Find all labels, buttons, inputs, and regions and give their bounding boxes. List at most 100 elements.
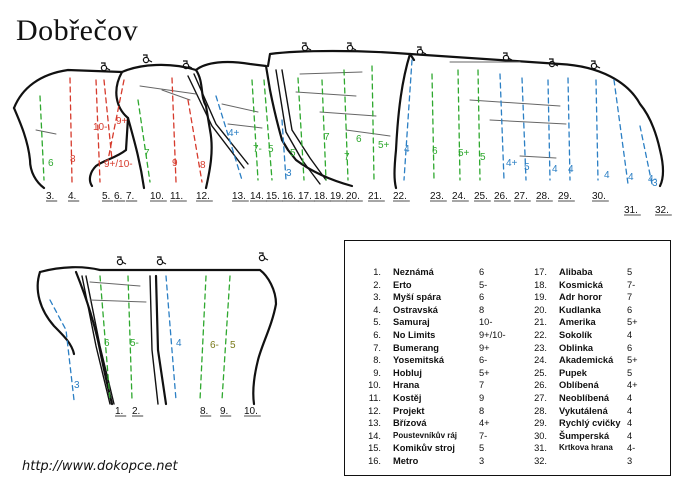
legend-row: 28. Vykutálená 4 — [515, 405, 665, 417]
legend-route-name: Břízová — [393, 418, 427, 429]
grade-label: 4 — [404, 144, 410, 155]
legend-route-name: Metro — [393, 456, 419, 466]
ledge-line — [227, 123, 263, 129]
legend-route-name: Samuraj — [393, 317, 430, 328]
legend-route-grade: 4+ — [479, 418, 490, 429]
grade-label: 6 — [48, 158, 54, 169]
legend-row: 23. Oblinka 6 — [515, 342, 665, 354]
route-line — [431, 73, 435, 181]
anchor-icon — [502, 52, 513, 62]
legend-row: 15. Komikův stroj 5 — [355, 442, 505, 454]
legend-route-grade: 6 — [627, 304, 633, 315]
legend-route-number: 2. — [373, 279, 381, 290]
legend-row: 20. Kudlanka 6 — [515, 304, 665, 316]
legend-route-name: Rychlý cvičky — [559, 418, 621, 429]
grade-label: 6- — [210, 340, 219, 351]
legend-row: 17. Alibaba 5 — [515, 266, 665, 278]
legend-route-grade: 6 — [479, 292, 485, 303]
grade-label: 6 — [432, 146, 438, 157]
anchor-icon — [346, 42, 357, 52]
anchor-icon — [590, 60, 601, 70]
legend-route-number: 29. — [534, 418, 547, 429]
legend-route-name: Oblíbená — [559, 380, 599, 391]
route-number: 14. — [250, 191, 264, 202]
legend-route-grade: 5+ — [627, 317, 638, 328]
legend-row: 5. Samuraj 10- — [355, 316, 505, 328]
rock-outline — [281, 69, 327, 181]
legend-route-grade: 7 — [627, 292, 633, 303]
grade-label: 9+ — [116, 116, 128, 127]
website-url[interactable]: http://www.dokopce.net — [22, 459, 178, 474]
legend-row: 32. 3 — [515, 455, 665, 467]
route-number: 11. — [170, 191, 183, 202]
legend-route-number: 11. — [368, 393, 381, 403]
legend-row: 4. Ostravská 8 — [355, 304, 505, 316]
route-number: 30. — [592, 191, 606, 202]
route-line — [547, 79, 551, 181]
route-number: 24. — [452, 191, 466, 202]
rock-outline — [393, 52, 412, 190]
legend-route-number: 13. — [368, 418, 381, 429]
route-number: 18. — [314, 191, 328, 202]
rock-outline — [12, 106, 46, 190]
legend-route-number: 28. — [534, 405, 547, 416]
ledge-line — [319, 111, 377, 117]
route-number: 21. — [368, 191, 382, 202]
legend-row: 10. Hrana 7 — [355, 379, 505, 391]
legend-route-name: Hrana — [393, 380, 420, 391]
ledge-line — [139, 85, 197, 95]
route-line — [457, 69, 461, 181]
legend-route-number: 3. — [373, 292, 381, 303]
rock-outline — [120, 63, 213, 190]
route-line — [99, 275, 111, 401]
route-line — [595, 79, 599, 181]
rock-outline — [275, 69, 321, 185]
ledge-line — [469, 99, 561, 107]
grade-label: 5 — [268, 144, 274, 155]
legend-row: 6. No Limits 9+/10- — [355, 329, 505, 341]
route-number: 9. — [220, 406, 228, 417]
route-line — [499, 73, 505, 181]
grade-label: 7- — [253, 144, 262, 155]
route-line — [403, 59, 413, 181]
ledge-line — [489, 119, 567, 125]
route-line — [343, 69, 349, 181]
legend-row: 27. Neoblíbená 4 — [515, 392, 665, 404]
grade-label: 4 — [568, 164, 574, 175]
rock-outline — [36, 270, 76, 356]
anchor-icon — [156, 256, 167, 266]
route-number: 15. — [266, 191, 280, 202]
legend-route-grade: 7- — [479, 430, 488, 441]
grade-label: 3 — [652, 178, 658, 189]
legend-route-name: Ostravská — [393, 304, 438, 315]
legend-route-name: Adr horor — [559, 292, 602, 303]
route-number: 12. — [196, 191, 210, 202]
legend-row: 3. Myší spára 6 — [355, 291, 505, 303]
grade-label: 3 — [286, 168, 292, 179]
grade-label: 4 — [604, 170, 610, 181]
legend-route-number: 14. — [368, 430, 381, 441]
legend-route-name: Oblinka — [559, 342, 594, 353]
legend-route-name: Myší spára — [393, 292, 442, 303]
legend-route-number: 1. — [373, 267, 381, 277]
legend-route-number: 9. — [373, 367, 381, 378]
ledge-line — [221, 103, 259, 113]
grade-label: 5+ — [378, 140, 390, 151]
legend-route-number: 19. — [534, 292, 547, 303]
legend-route-number: 22. — [534, 330, 547, 340]
route-number: 3. — [46, 191, 54, 202]
ledge-line — [35, 129, 57, 135]
ledge-line — [89, 281, 141, 287]
legend-route-name: Yosemitská — [393, 355, 444, 366]
route-number: 25. — [474, 191, 488, 202]
route-line — [251, 79, 259, 181]
grade-label: 7 — [324, 132, 330, 143]
legend-route-grade: 9 — [479, 393, 485, 403]
legend-route-grade: 8 — [479, 304, 485, 315]
legend-route-number: 27. — [534, 393, 547, 403]
grade-label: 5+ — [458, 148, 470, 159]
grade-label: 5- — [130, 338, 139, 349]
legend-route-name: Vykutálená — [559, 405, 608, 416]
route-number: 10. — [150, 191, 164, 202]
